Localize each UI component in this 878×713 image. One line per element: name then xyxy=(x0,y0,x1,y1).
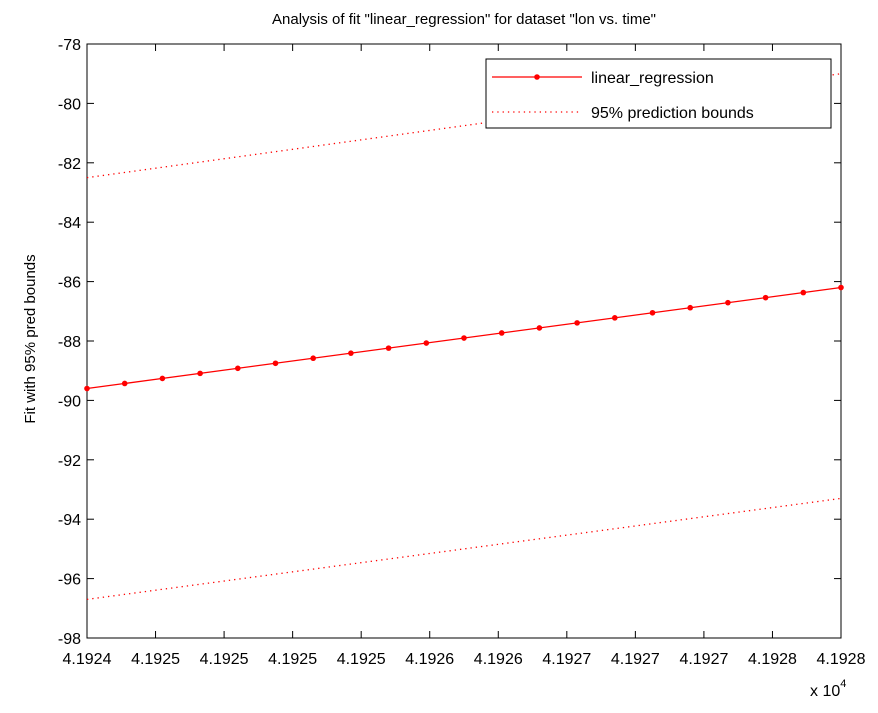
fit-point xyxy=(762,294,769,301)
series-0 xyxy=(84,284,844,392)
legend-box xyxy=(485,58,832,129)
x-tick-label: 4.1925 xyxy=(200,651,249,668)
fit-point xyxy=(725,299,731,306)
y-tick-label: -78 xyxy=(58,37,81,54)
fit-point xyxy=(121,380,128,387)
x-axis-exponent: x 104 xyxy=(810,678,846,700)
y-tick-label: -98 xyxy=(58,631,81,648)
fit-point xyxy=(461,335,467,341)
y-tick-label: -94 xyxy=(58,512,81,529)
y-tick-label: -88 xyxy=(58,334,81,351)
plot-area xyxy=(86,43,842,639)
x-tick-label: 4.1927 xyxy=(542,651,591,668)
fit-point xyxy=(800,289,807,296)
series-layer xyxy=(84,73,844,601)
legend-marker-linear-regression xyxy=(534,74,540,80)
fit-point xyxy=(272,360,279,367)
y-tick-label: -84 xyxy=(58,215,81,232)
fit-point xyxy=(348,350,354,356)
x-axis-exponent-base: x 10 xyxy=(810,683,840,700)
x-tick-label: 4.1926 xyxy=(405,651,454,668)
y-tick-label: -80 xyxy=(58,96,81,113)
axis-ticks: -98 -96 -94 -92 -90 -88 -86 -84 -82 -80 -78 4.1924 4… xyxy=(58,37,866,668)
fit-point xyxy=(687,304,693,311)
x-axis-exponent-power: 4 xyxy=(840,678,846,690)
y-tick-label: -92 xyxy=(58,453,81,470)
fit-point xyxy=(385,345,392,351)
legend-label-linear-regression: linear_regression xyxy=(591,70,714,87)
fit-point xyxy=(498,330,505,336)
fit-point xyxy=(536,325,543,331)
fit-point xyxy=(84,385,90,392)
x-tick-label: 4.1925 xyxy=(337,651,386,668)
legend: linear_regression 95% prediction bounds xyxy=(485,58,832,129)
fit-point xyxy=(423,340,430,346)
fit-point xyxy=(838,284,844,291)
fit-point xyxy=(235,365,241,372)
fit-point xyxy=(197,370,203,377)
fit-point xyxy=(159,375,166,382)
x-tick-label: 4.1928 xyxy=(817,651,866,668)
x-tick-label: 4.1925 xyxy=(131,651,180,668)
x-tick-label: 4.1926 xyxy=(474,651,523,668)
legend-label-prediction-bounds: 95% prediction bounds xyxy=(591,105,754,122)
chart-title: Analysis of fit "linear_regression" for … xyxy=(272,11,656,28)
fit-point xyxy=(649,309,656,316)
x-tick-label: 4.1927 xyxy=(679,651,728,668)
y-tick-label: -90 xyxy=(58,393,81,410)
y-axis-label: Fit with 95% pred bounds xyxy=(22,254,39,423)
x-tick-label: 4.1925 xyxy=(268,651,317,668)
fit-point xyxy=(310,355,317,362)
y-tick-label: -96 xyxy=(58,572,81,589)
x-tick-label: 4.1924 xyxy=(63,651,112,668)
x-tick-label: 4.1927 xyxy=(611,651,660,668)
y-tick-label: -82 xyxy=(58,156,81,173)
fit-point xyxy=(612,315,618,321)
x-tick-label: 4.1928 xyxy=(748,651,797,668)
y-tick-label: -86 xyxy=(58,275,81,292)
fit-point xyxy=(574,320,580,326)
